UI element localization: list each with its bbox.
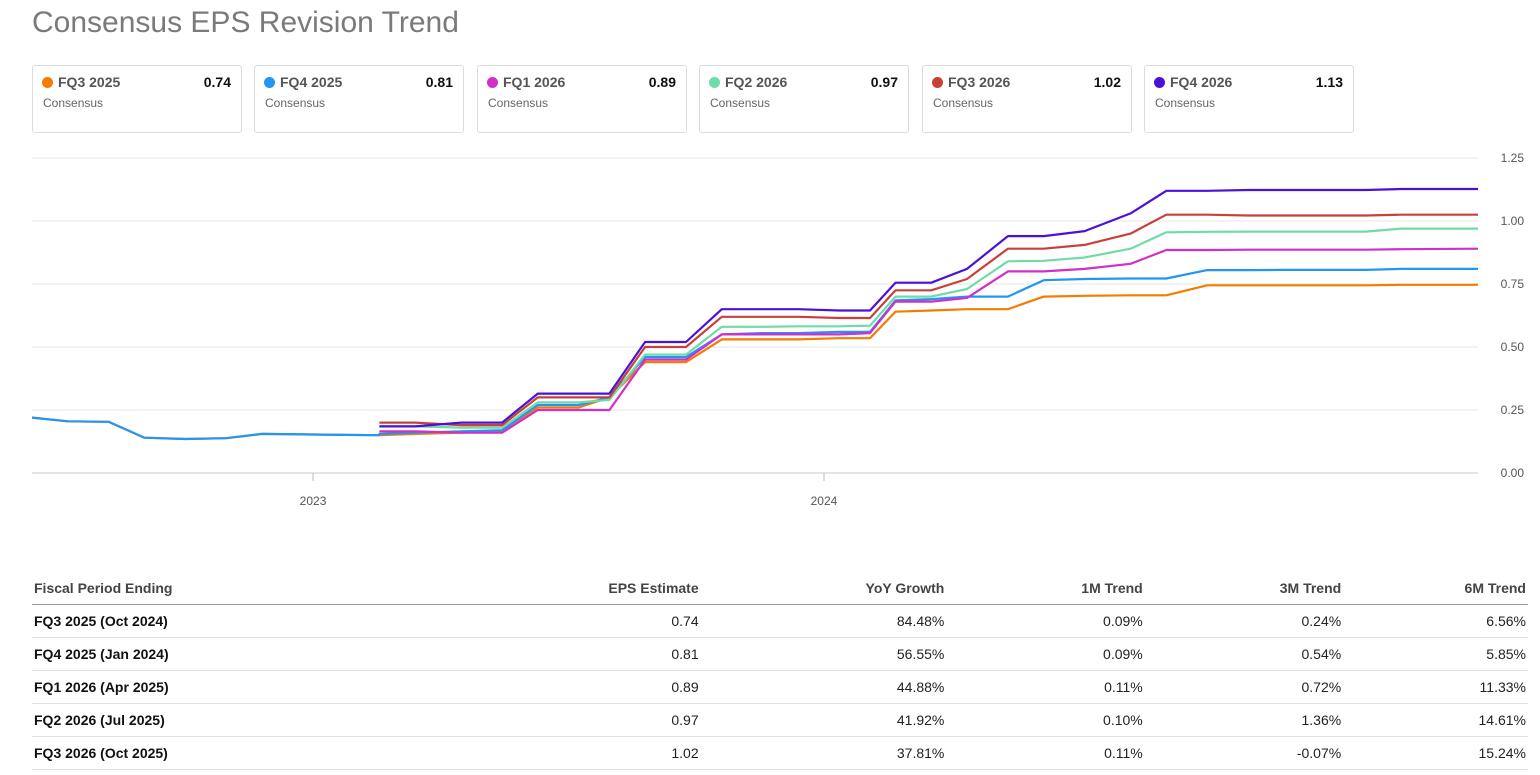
table-header-row: Fiscal Period Ending EPS Estimate YoY Gr…	[32, 572, 1528, 605]
trend-6m-cell: 5.85%	[1343, 637, 1528, 671]
series-color-dot	[709, 77, 720, 88]
trend-3m-cell: 0.54%	[1144, 637, 1344, 671]
table-row: FQ1 2026 (Apr 2025) 0.89 44.88% 0.11% 0.…	[32, 670, 1528, 704]
series-card-fq3-2026[interactable]: FQ3 2026 1.02 Consensus	[922, 65, 1132, 133]
series-line-fq3-2025	[31, 283, 1478, 441]
page-title: Consensus EPS Revision Trend	[32, 6, 459, 39]
series-card-sub: Consensus	[43, 96, 104, 110]
trend-1m-cell: 0.10%	[946, 703, 1145, 737]
eps-estimate-cell: 0.74	[469, 604, 701, 638]
series-line-fq2-2026	[379, 227, 1478, 429]
chart-gridlines	[32, 157, 1478, 474]
x-axis-ticks: 2023 2024	[300, 473, 838, 508]
series-card-name: FQ1 2026	[503, 74, 566, 90]
table-row: FQ4 2025 (Jan 2024) 0.81 56.55% 0.09% 0.…	[32, 637, 1528, 671]
trend-6m-cell: 11.33%	[1343, 670, 1528, 704]
trend-6m-cell: 15.24%	[1343, 736, 1528, 770]
series-card-fq4-2026[interactable]: FQ4 2026 1.13 Consensus	[1144, 65, 1354, 133]
y-tick-label: 1.00	[1501, 214, 1525, 228]
series-card-value: 0.97	[870, 74, 898, 90]
column-header[interactable]: 6M Trend	[1343, 572, 1528, 605]
yoy-growth-cell: 84.48%	[700, 604, 947, 638]
fiscal-period-cell: FQ3 2026 (Oct 2025)	[32, 736, 470, 770]
column-header[interactable]: Fiscal Period Ending	[32, 572, 470, 605]
fiscal-period-cell: FQ4 2025 (Jan 2024)	[32, 637, 470, 671]
trend-6m-cell: 6.56%	[1343, 604, 1528, 638]
series-card-value: 0.74	[203, 74, 231, 90]
fiscal-period-cell: FQ3 2025 (Oct 2024)	[32, 604, 470, 638]
series-color-dot	[932, 77, 943, 88]
series-card-sub: Consensus	[933, 96, 994, 110]
series-card-sub: Consensus	[488, 96, 549, 110]
yoy-growth-cell: 44.88%	[700, 670, 947, 704]
series-color-dot	[42, 77, 53, 88]
trend-1m-cell: 0.11%	[946, 736, 1145, 770]
series-line-fq3-2026	[379, 213, 1478, 427]
series-card-sub: Consensus	[265, 96, 326, 110]
y-tick-label: 0.75	[1501, 277, 1525, 291]
x-tick-label: 2023	[300, 494, 327, 508]
trend-1m-cell: 0.11%	[946, 670, 1145, 704]
y-tick-label: 0.25	[1501, 403, 1525, 417]
trend-3m-cell: 1.36%	[1144, 703, 1344, 737]
eps-estimate-cell: 0.81	[469, 637, 701, 671]
trend-1m-cell: 0.09%	[946, 604, 1145, 638]
series-line-fq4-2026	[379, 187, 1478, 428]
trend-3m-cell: -0.07%	[1144, 736, 1344, 770]
y-tick-label: 1.25	[1501, 151, 1525, 165]
eps-estimate-cell: 1.02	[469, 736, 701, 770]
series-color-dot	[487, 77, 498, 88]
series-color-dot	[264, 77, 275, 88]
trend-1m-cell: 0.09%	[946, 637, 1145, 671]
series-line-fq4-2025	[31, 267, 1478, 441]
trend-3m-cell: 0.72%	[1144, 670, 1344, 704]
trend-3m-cell: 0.24%	[1144, 604, 1344, 638]
series-card-value: 1.02	[1093, 74, 1121, 90]
column-header[interactable]: 3M Trend	[1144, 572, 1344, 605]
series-card-name: FQ4 2025	[280, 74, 343, 90]
column-header[interactable]: 1M Trend	[946, 572, 1145, 605]
chart-series-lines	[31, 187, 1479, 441]
series-card-value: 0.89	[648, 74, 676, 90]
y-tick-label: 0.00	[1501, 466, 1525, 480]
table-row: FQ3 2026 (Oct 2025) 1.02 37.81% 0.11% -0…	[32, 736, 1528, 770]
series-card-fq1-2026[interactable]: FQ1 2026 0.89 Consensus	[477, 65, 687, 133]
series-card-name: FQ4 2026	[1170, 74, 1233, 90]
series-card-value: 0.81	[425, 74, 453, 90]
series-color-dot	[1154, 77, 1165, 88]
series-card-value: 1.13	[1315, 74, 1343, 90]
y-axis-ticks: 0.00 0.25 0.50 0.75 1.00 1.25	[1501, 151, 1525, 480]
fiscal-period-cell: FQ1 2026 (Apr 2025)	[32, 670, 470, 704]
table-row: FQ2 2026 (Jul 2025) 0.97 41.92% 0.10% 1.…	[32, 703, 1528, 737]
column-header[interactable]: EPS Estimate	[469, 572, 701, 605]
yoy-growth-cell: 56.55%	[700, 637, 947, 671]
series-line-fq1-2026	[379, 247, 1479, 434]
series-card-fq2-2026[interactable]: FQ2 2026 0.97 Consensus	[699, 65, 909, 133]
fiscal-period-cell: FQ2 2026 (Jul 2025)	[32, 703, 470, 737]
eps-estimates-table: Fiscal Period Ending EPS Estimate YoY Gr…	[32, 572, 1528, 770]
series-card-sub: Consensus	[1155, 96, 1216, 110]
series-card-name: FQ3 2026	[948, 74, 1011, 90]
trend-6m-cell: 14.61%	[1343, 703, 1528, 737]
yoy-growth-cell: 41.92%	[700, 703, 947, 737]
eps-revision-line-chart: 0.00 0.25 0.50 0.75 1.00 1.25 2023 2024	[31, 151, 1525, 508]
y-tick-label: 0.50	[1501, 340, 1525, 354]
series-card-fq4-2025[interactable]: FQ4 2025 0.81 Consensus	[254, 65, 464, 133]
x-tick-label: 2024	[811, 494, 838, 508]
series-card-sub: Consensus	[710, 96, 771, 110]
series-card-fq3-2025[interactable]: FQ3 2025 0.74 Consensus	[32, 65, 242, 133]
series-card-name: FQ2 2026	[725, 74, 788, 90]
column-header[interactable]: YoY Growth	[700, 572, 947, 605]
series-card-name: FQ3 2025	[58, 74, 121, 90]
eps-estimate-cell: 0.97	[469, 703, 701, 737]
table-row: FQ3 2025 (Oct 2024) 0.74 84.48% 0.09% 0.…	[32, 604, 1528, 638]
yoy-growth-cell: 37.81%	[700, 736, 947, 770]
eps-estimate-cell: 0.89	[469, 670, 701, 704]
